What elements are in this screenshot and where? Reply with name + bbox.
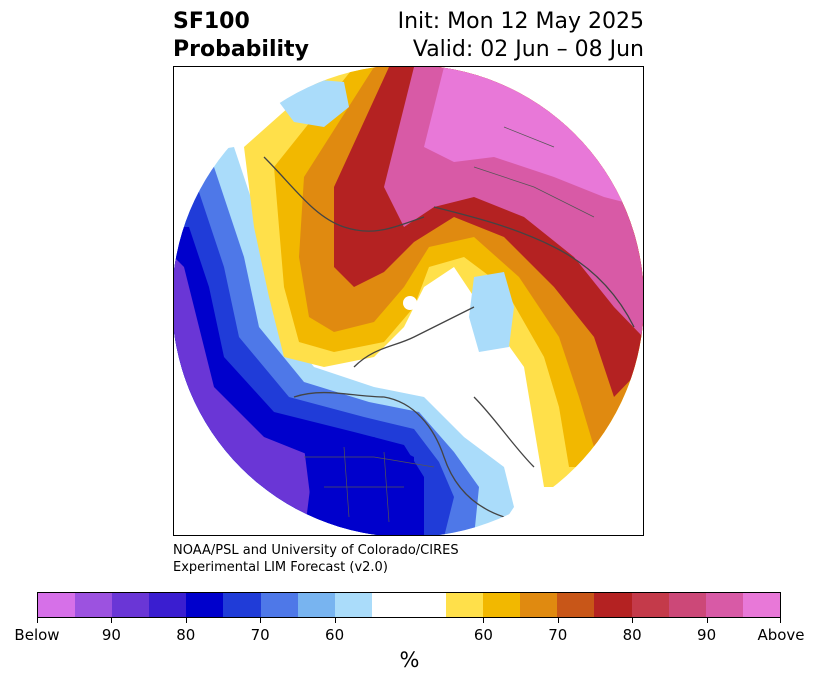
colorbar-segment (297, 593, 335, 617)
colorbar-tick (111, 618, 113, 623)
title-type: Probability (173, 37, 309, 62)
colorbar-segment (446, 593, 484, 617)
probability-map-svg (174, 67, 643, 535)
colorbar-tick (185, 618, 187, 623)
colorbar-tick-label: 60 (473, 626, 493, 644)
colorbar-tick (37, 618, 38, 623)
credit-line-1: NOAA/PSL and University of Colorado/CIRE… (173, 543, 459, 558)
colorbar-segment (408, 593, 447, 617)
north-pole-hole (403, 296, 417, 310)
colorbar-segment (38, 593, 76, 617)
colorbar-segment (705, 593, 743, 617)
colorbar-segment (668, 593, 706, 617)
credit-line-2: Experimental LIM Forecast (v2.0) (173, 560, 388, 575)
colorbar-ticks (37, 618, 781, 626)
colorbar-segment (520, 593, 558, 617)
map-title: SF100 Probability (173, 8, 309, 64)
colorbar-segment (186, 593, 224, 617)
colorbar-segment (260, 593, 298, 617)
colorbar-segment (631, 593, 669, 617)
colorbar-segment (594, 593, 632, 617)
colorbar-tick (260, 618, 262, 623)
colorbar-tick-label: 60 (325, 626, 345, 644)
deep-below-core (304, 437, 414, 527)
valid-range: Valid: 02 Jun – 08 Jun (412, 37, 644, 62)
colorbar-tick (334, 618, 336, 623)
colorbar-tick-label: 70 (548, 626, 568, 644)
colorbar-tick-label: 80 (622, 626, 642, 644)
colorbar-tick (706, 618, 708, 623)
colorbar-tick (780, 618, 781, 623)
colorbar-tick-label: 70 (250, 626, 270, 644)
colorbar-segment (483, 593, 521, 617)
colorbar-tick (632, 618, 634, 623)
colorbar-tick-label: 90 (697, 626, 717, 644)
colorbar-segment (334, 593, 372, 617)
forecast-dates: Init: Mon 12 May 2025 Valid: 02 Jun – 08… (398, 8, 644, 64)
coastlines (263, 156, 635, 518)
colorbar-tick-label: 80 (176, 626, 196, 644)
polar-map (173, 66, 644, 536)
init-date: Init: Mon 12 May 2025 (397, 9, 644, 34)
colorbar-segment (557, 593, 595, 617)
colorbar-tick (557, 618, 559, 623)
colorbar-segment (223, 593, 261, 617)
colorbar-tick (483, 618, 485, 623)
credit-text: NOAA/PSL and University of Colorado/CIRE… (173, 542, 459, 576)
colorbar-unit: % (399, 648, 420, 672)
colorbar (37, 592, 781, 618)
colorbar-segment (149, 593, 187, 617)
colorbar-tick-label: Above (757, 626, 805, 644)
colorbar-segment (742, 593, 780, 617)
colorbar-tick-label: Below (14, 626, 60, 644)
colorbar-segment (112, 593, 150, 617)
title-variable: SF100 (173, 9, 250, 34)
colorbar-tick-label: 90 (101, 626, 121, 644)
colorbar-segment (371, 593, 409, 617)
asia-below-patch (469, 272, 514, 352)
colorbar-segment (75, 593, 113, 617)
